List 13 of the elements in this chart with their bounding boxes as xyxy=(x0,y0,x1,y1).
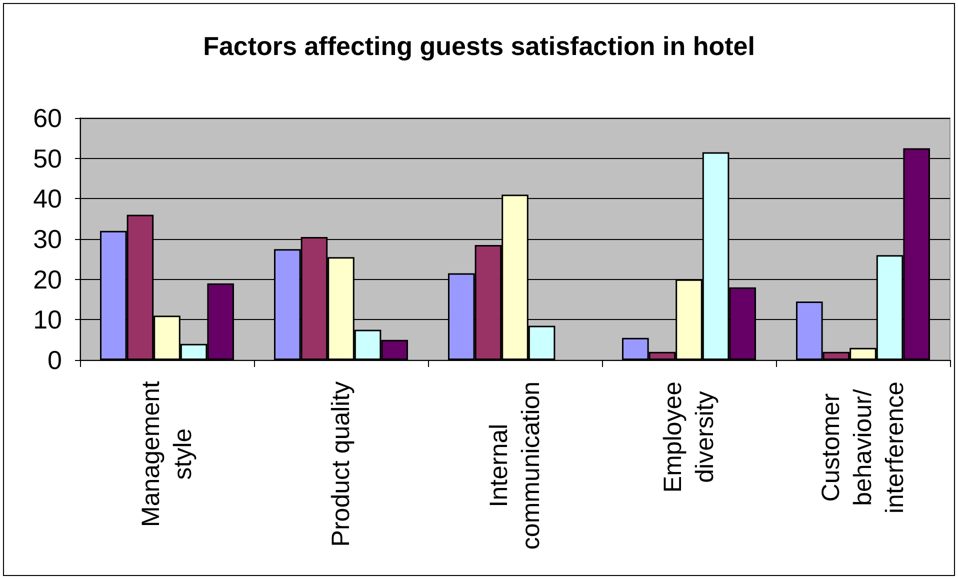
y-tick-label: 60 xyxy=(33,103,62,133)
chart-title: Factors affecting guests satisfaction in hotel xyxy=(203,31,755,61)
y-tick-label: 20 xyxy=(33,264,62,294)
x-tick-label: Management style xyxy=(137,380,197,527)
x-tick-label: Customer behaviour/ interference xyxy=(817,381,909,514)
y-tick-label: 30 xyxy=(33,224,62,254)
x-tick-label: Internal communication xyxy=(485,381,545,550)
y-tick-label: 50 xyxy=(33,143,62,174)
y-tick-label: 0 xyxy=(48,345,62,375)
x-tick-label: Product quality xyxy=(327,380,355,547)
y-tick-label: 40 xyxy=(33,184,62,214)
y-tick-label: 10 xyxy=(33,304,62,335)
x-tick-label: Employee diversity xyxy=(659,381,719,493)
